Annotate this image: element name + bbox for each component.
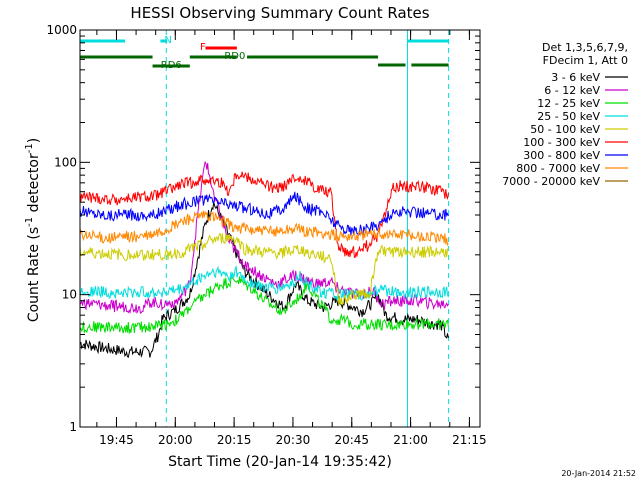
x-tick-label: 20:15 bbox=[217, 433, 252, 447]
legend-label: 300 - 800 keV bbox=[523, 149, 600, 162]
legend-label: 6 - 12 keV bbox=[544, 84, 600, 97]
series-line-1 bbox=[79, 201, 449, 359]
flag-label: N bbox=[164, 35, 171, 46]
x-axis: 19:45 20:00 20:15 20:30 20:45 21:00 21:15 bbox=[96, 30, 487, 447]
y-axis-label: Count Rate (s-1 detector-1) bbox=[24, 138, 42, 322]
x-tick-label: 21:15 bbox=[452, 433, 487, 447]
flag-label: F bbox=[200, 42, 206, 53]
series-line-5 bbox=[79, 232, 449, 306]
y-tick-label: 1000 bbox=[46, 23, 77, 37]
y-tick-label: 1 bbox=[69, 420, 77, 434]
series-line-3 bbox=[79, 275, 449, 335]
legend: Det 1,3,5,6,7,9, FDecim 1, Att 0 3 - 6 k… bbox=[502, 41, 628, 188]
legend-label: 12 - 25 keV bbox=[537, 97, 600, 110]
flag-label: RD0 bbox=[224, 51, 245, 62]
series-line-6 bbox=[79, 171, 449, 259]
legend-label: 7000 - 20000 keV bbox=[502, 175, 600, 188]
series-line-2 bbox=[79, 160, 449, 315]
timestamp-footer: 20-Jan-2014 21:52 bbox=[561, 469, 636, 478]
legend-label: 50 - 100 keV bbox=[530, 123, 600, 136]
legend-label: 25 - 50 keV bbox=[537, 110, 600, 123]
plot-frame bbox=[79, 29, 481, 428]
x-tick-label: 20:00 bbox=[158, 433, 193, 447]
series-line-7 bbox=[79, 191, 449, 237]
series-line-8 bbox=[79, 210, 449, 247]
series-line-4 bbox=[79, 265, 449, 301]
legend-label: 3 - 6 keV bbox=[551, 71, 600, 84]
x-tick-label: 20:45 bbox=[334, 433, 369, 447]
x-axis-label: Start Time (20-Jan-14 19:35:42) bbox=[168, 454, 392, 470]
x-tick-label: 20:30 bbox=[276, 433, 311, 447]
legend-label: 100 - 300 keV bbox=[523, 136, 600, 149]
legend-header-detectors: Det 1,3,5,6,7,9, bbox=[542, 41, 628, 54]
x-tick-label: 21:00 bbox=[393, 433, 428, 447]
x-tick-label: 19:45 bbox=[99, 433, 134, 447]
plot-content: NFRD0RD6 bbox=[79, 30, 450, 427]
y-tick-label: 100 bbox=[54, 155, 77, 169]
y-axis: 1 10 100 1000 bbox=[46, 23, 480, 434]
chart-title: HESSI Observing Summary Count Rates bbox=[130, 4, 429, 22]
y-tick-label: 10 bbox=[62, 288, 77, 302]
legend-label: 800 - 7000 keV bbox=[516, 162, 600, 175]
legend-header-decimation: FDecim 1, Att 0 bbox=[543, 54, 628, 67]
